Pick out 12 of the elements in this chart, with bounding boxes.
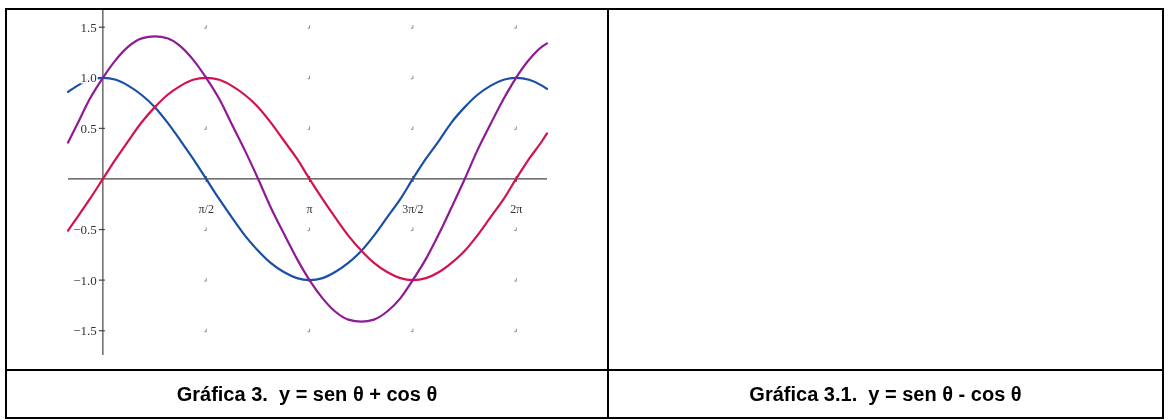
x-tick-label: 3π/2 xyxy=(402,201,424,216)
y-tick-label: 0.5 xyxy=(80,120,97,136)
x-tick-label: π/2 xyxy=(198,201,214,216)
text: Gráfica 3. y = sen θ + cos θ xyxy=(176,383,438,405)
text: Gráfica 3.1. y = sen θ - cos θ xyxy=(749,383,1022,405)
y-tick-label: −0.5 xyxy=(73,222,97,238)
line-series xyxy=(66,35,549,323)
y-tick-label: −1.5 xyxy=(73,323,97,339)
x-tick-label: π xyxy=(306,201,313,216)
y-tick-label: 1.5 xyxy=(80,19,97,35)
y-tick-label: −1.0 xyxy=(73,272,97,288)
x-tick-label: 2π xyxy=(510,201,523,216)
